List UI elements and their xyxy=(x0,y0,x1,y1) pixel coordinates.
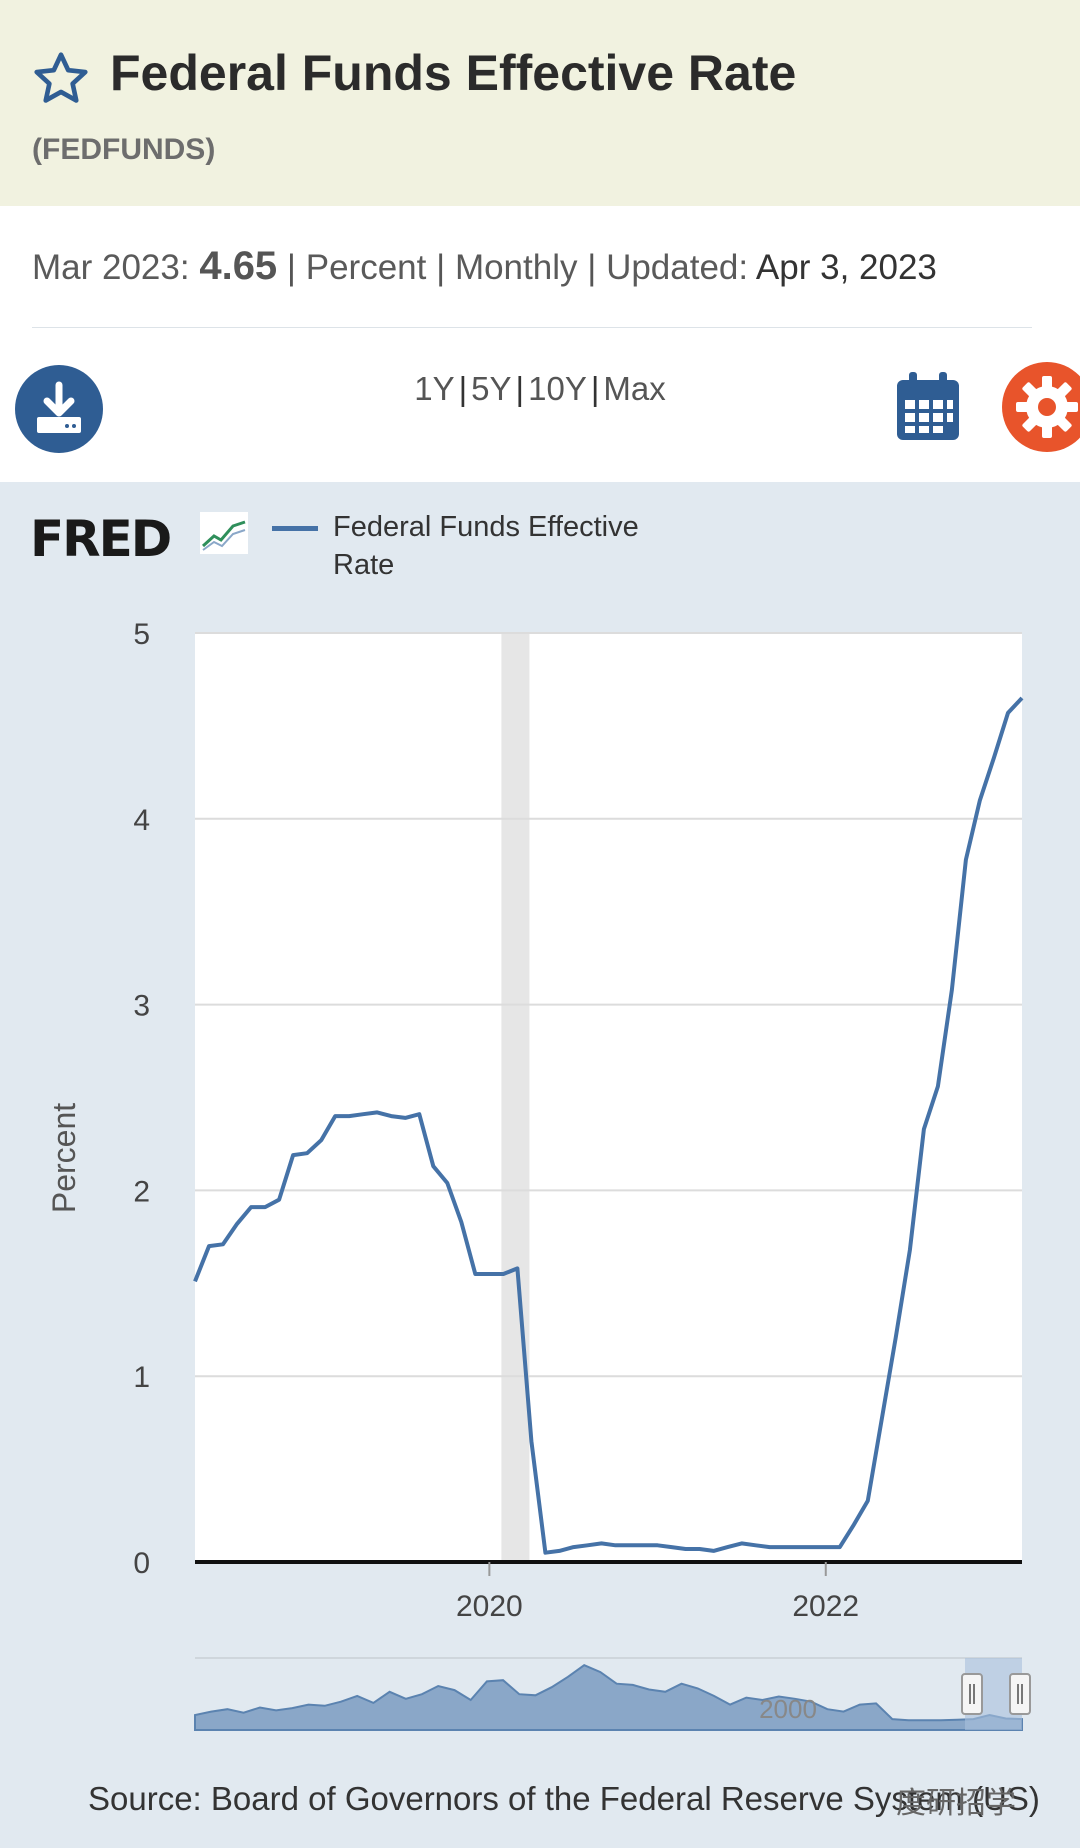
y-tick-label: 1 xyxy=(133,1361,150,1394)
fred-logo: FRED xyxy=(30,510,172,568)
series-line[interactable] xyxy=(193,696,1024,1555)
range-5y-button[interactable]: 5Y xyxy=(471,370,512,407)
source-note: Source: Board of Governors of the Federa… xyxy=(88,1780,1040,1817)
y-tick-label: 2 xyxy=(133,1175,150,1208)
page-title: Federal Funds Effective Rate xyxy=(110,45,797,101)
range-separator: | xyxy=(515,370,525,407)
fred-logo-text: FRED xyxy=(30,510,172,568)
star-icon[interactable] xyxy=(30,48,92,110)
series-meta: Mar 2023: 4.65 | Percent | Monthly | Upd… xyxy=(32,244,937,289)
y-tick-label: 4 xyxy=(133,804,150,837)
latest-date: Mar 2023: xyxy=(32,248,190,287)
navigator-handle-left[interactable] xyxy=(961,1673,983,1715)
y-tick-label: 3 xyxy=(133,990,150,1023)
divider xyxy=(32,327,1032,328)
recession-shading xyxy=(501,633,530,1562)
meta-separator: | xyxy=(436,248,446,287)
updated-date: Apr 3, 2023 xyxy=(755,248,937,287)
latest-value: 4.65 xyxy=(199,244,278,288)
range-separator: | xyxy=(458,370,468,407)
y-tick-label: 0 xyxy=(133,1547,150,1580)
updated-label: Updated: xyxy=(606,248,749,287)
chart[interactable]: 0 1 2 3 4 5 2020 2022 Percent 2000 xyxy=(0,600,1080,1760)
range-10y-button[interactable]: 10Y xyxy=(528,370,587,407)
y-tick-label: 5 xyxy=(133,618,150,651)
navigator-handle-right[interactable] xyxy=(1009,1673,1031,1715)
frequency: Monthly xyxy=(454,248,578,287)
units: Percent xyxy=(305,248,427,287)
legend-label[interactable]: Federal Funds Effective Rate xyxy=(333,511,639,581)
meta-separator: | xyxy=(587,248,597,287)
series-header: Federal Funds Effective Rate (FEDFUNDS) xyxy=(0,0,1080,206)
calendar-icon[interactable] xyxy=(895,370,961,442)
legend-swatch xyxy=(272,526,318,531)
watermark: 度研招学 xyxy=(896,1787,1016,1820)
plot-area xyxy=(195,633,1022,1562)
range-1y-button[interactable]: 1Y xyxy=(414,370,455,407)
x-tick-label: 2022 xyxy=(792,1590,859,1623)
gear-icon[interactable] xyxy=(1002,362,1080,452)
fred-chart-icon xyxy=(200,512,248,554)
navigator-area xyxy=(194,1664,1023,1731)
y-axis-label: Percent xyxy=(46,1103,82,1213)
meta-separator: | xyxy=(286,248,297,287)
series-id: (FEDFUNDS) xyxy=(32,133,216,166)
x-tick-label: 2020 xyxy=(456,1590,523,1623)
range-selector: 1Y | 5Y | 10Y | Max xyxy=(0,370,1080,408)
range-max-button[interactable]: Max xyxy=(603,370,666,407)
range-separator: | xyxy=(590,370,600,407)
navigator-tick-label: 2000 xyxy=(759,1694,817,1724)
download-icon[interactable] xyxy=(15,365,103,453)
